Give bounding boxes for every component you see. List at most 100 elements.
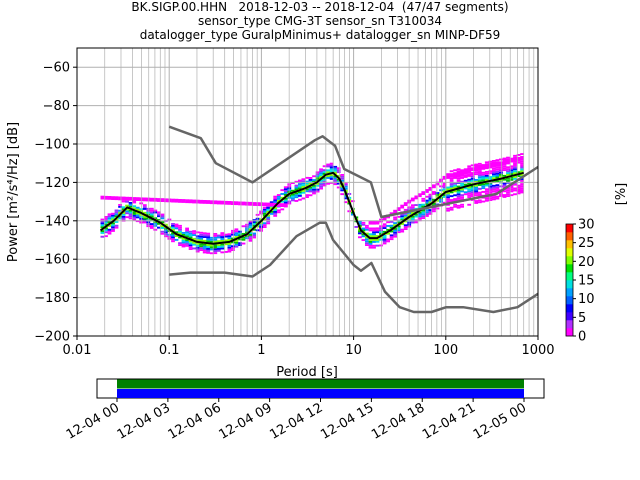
heatmap-cell [181,234,186,236]
heatmap-cell [428,197,433,200]
heatmap-cell [474,184,479,187]
heatmap-cell [453,177,457,179]
heatmap-cell [118,205,122,208]
heatmap-cell [421,217,426,219]
heatmap-cell [231,201,235,205]
heatmap-cell [298,179,302,182]
heatmap-cell [470,177,475,180]
heatmap-cell [435,192,440,194]
heatmap-cell [460,170,464,174]
heatmap-cell [365,244,369,246]
heatmap-cell [252,221,256,223]
heatmap-cell [449,208,454,211]
heatmap-cell [202,249,207,252]
heatmap-cell [358,230,362,233]
heatmap-cell [178,224,182,227]
heatmap-cell [470,164,475,167]
heatmap-cell [340,189,345,192]
heatmap-cell [280,193,285,195]
heatmap-cell [301,191,306,194]
heatmap-cell [178,228,182,231]
heatmap-cell [463,183,468,186]
heatmap-cell [329,174,334,177]
heatmap-cell [206,248,211,250]
heatmap-cell [425,201,429,204]
heatmap-cell [456,195,461,198]
timeline-bar [117,389,524,398]
heatmap-cell [209,246,214,249]
heatmap-cell [520,164,524,167]
heatmap-cell [283,190,288,192]
heatmap-cell [149,207,154,210]
low-noise-model-line [169,221,539,314]
heatmap-cell [185,231,189,234]
heatmap-cell [171,238,175,241]
heatmap-cell [326,169,330,172]
heatmap-cell [192,230,196,233]
heatmap-cell [467,192,472,195]
heatmap-cell [382,216,387,221]
heatmap-cell [252,234,256,237]
heatmap-cell [178,232,182,235]
heatmap-cell [516,171,521,174]
heatmap-cell [460,182,464,185]
heatmap-cell [393,218,397,221]
heatmap-cell [125,212,129,215]
heatmap-cell [336,175,341,177]
heatmap-cell [298,191,302,193]
heatmap-cell [333,171,338,174]
heatmap-cell [308,182,313,185]
heatmap-cell [294,194,299,197]
heatmap-cell [195,239,200,241]
heatmap-cell [121,215,126,218]
heatmap-cell [160,215,165,218]
heatmap-cell [199,231,204,234]
heatmap-cell [114,224,119,227]
heatmap-cell [160,225,165,227]
heatmap-cell [502,163,507,166]
heatmap-cell [142,197,147,202]
heatmap-cell [474,188,479,191]
heatmap-cell [403,220,408,223]
heatmap-cell [340,177,345,180]
heatmap-cell [495,174,500,177]
heatmap-cell [470,191,475,194]
heatmap-cell [421,199,426,202]
heatmap-cell [114,211,119,214]
heatmap-cell [379,231,383,233]
x-tick-label: 0.1 [159,343,180,358]
heatmap-cell [255,202,260,206]
heatmap-cell [477,174,482,177]
heatmap-cell [499,185,503,188]
heatmap-cell [393,235,397,238]
heatmap-cell [231,247,235,250]
heatmap-cell [171,223,175,225]
heatmap-cell [213,250,218,253]
heatmap-cell [417,211,422,214]
heatmap-cell [322,169,327,172]
heatmap-cell [400,215,405,218]
heatmap-cell [460,203,464,206]
heatmap-cell [305,176,309,179]
heatmap-cell [164,231,168,234]
heatmap-cell [216,236,221,239]
heatmap-cell [248,224,253,227]
heatmap-cell [460,190,464,193]
heatmap-cell [107,219,112,222]
heatmap-cell [160,227,165,229]
heatmap-cell [361,239,366,241]
heatmap-cell [234,234,239,236]
heatmap-cell [107,213,112,216]
heatmap-cell [125,204,129,207]
heatmap-cell [111,214,115,217]
heatmap-cell [365,224,369,227]
heatmap-cell [100,235,105,238]
heatmap-cell [417,205,422,208]
heatmap-cell [146,197,151,202]
heatmap-cell [294,180,299,183]
heatmap-cell [509,167,514,170]
heatmap-cell [128,213,133,216]
heatmap-cell [280,208,285,211]
heatmap-cell [305,196,309,198]
heatmap-cell [506,168,510,171]
